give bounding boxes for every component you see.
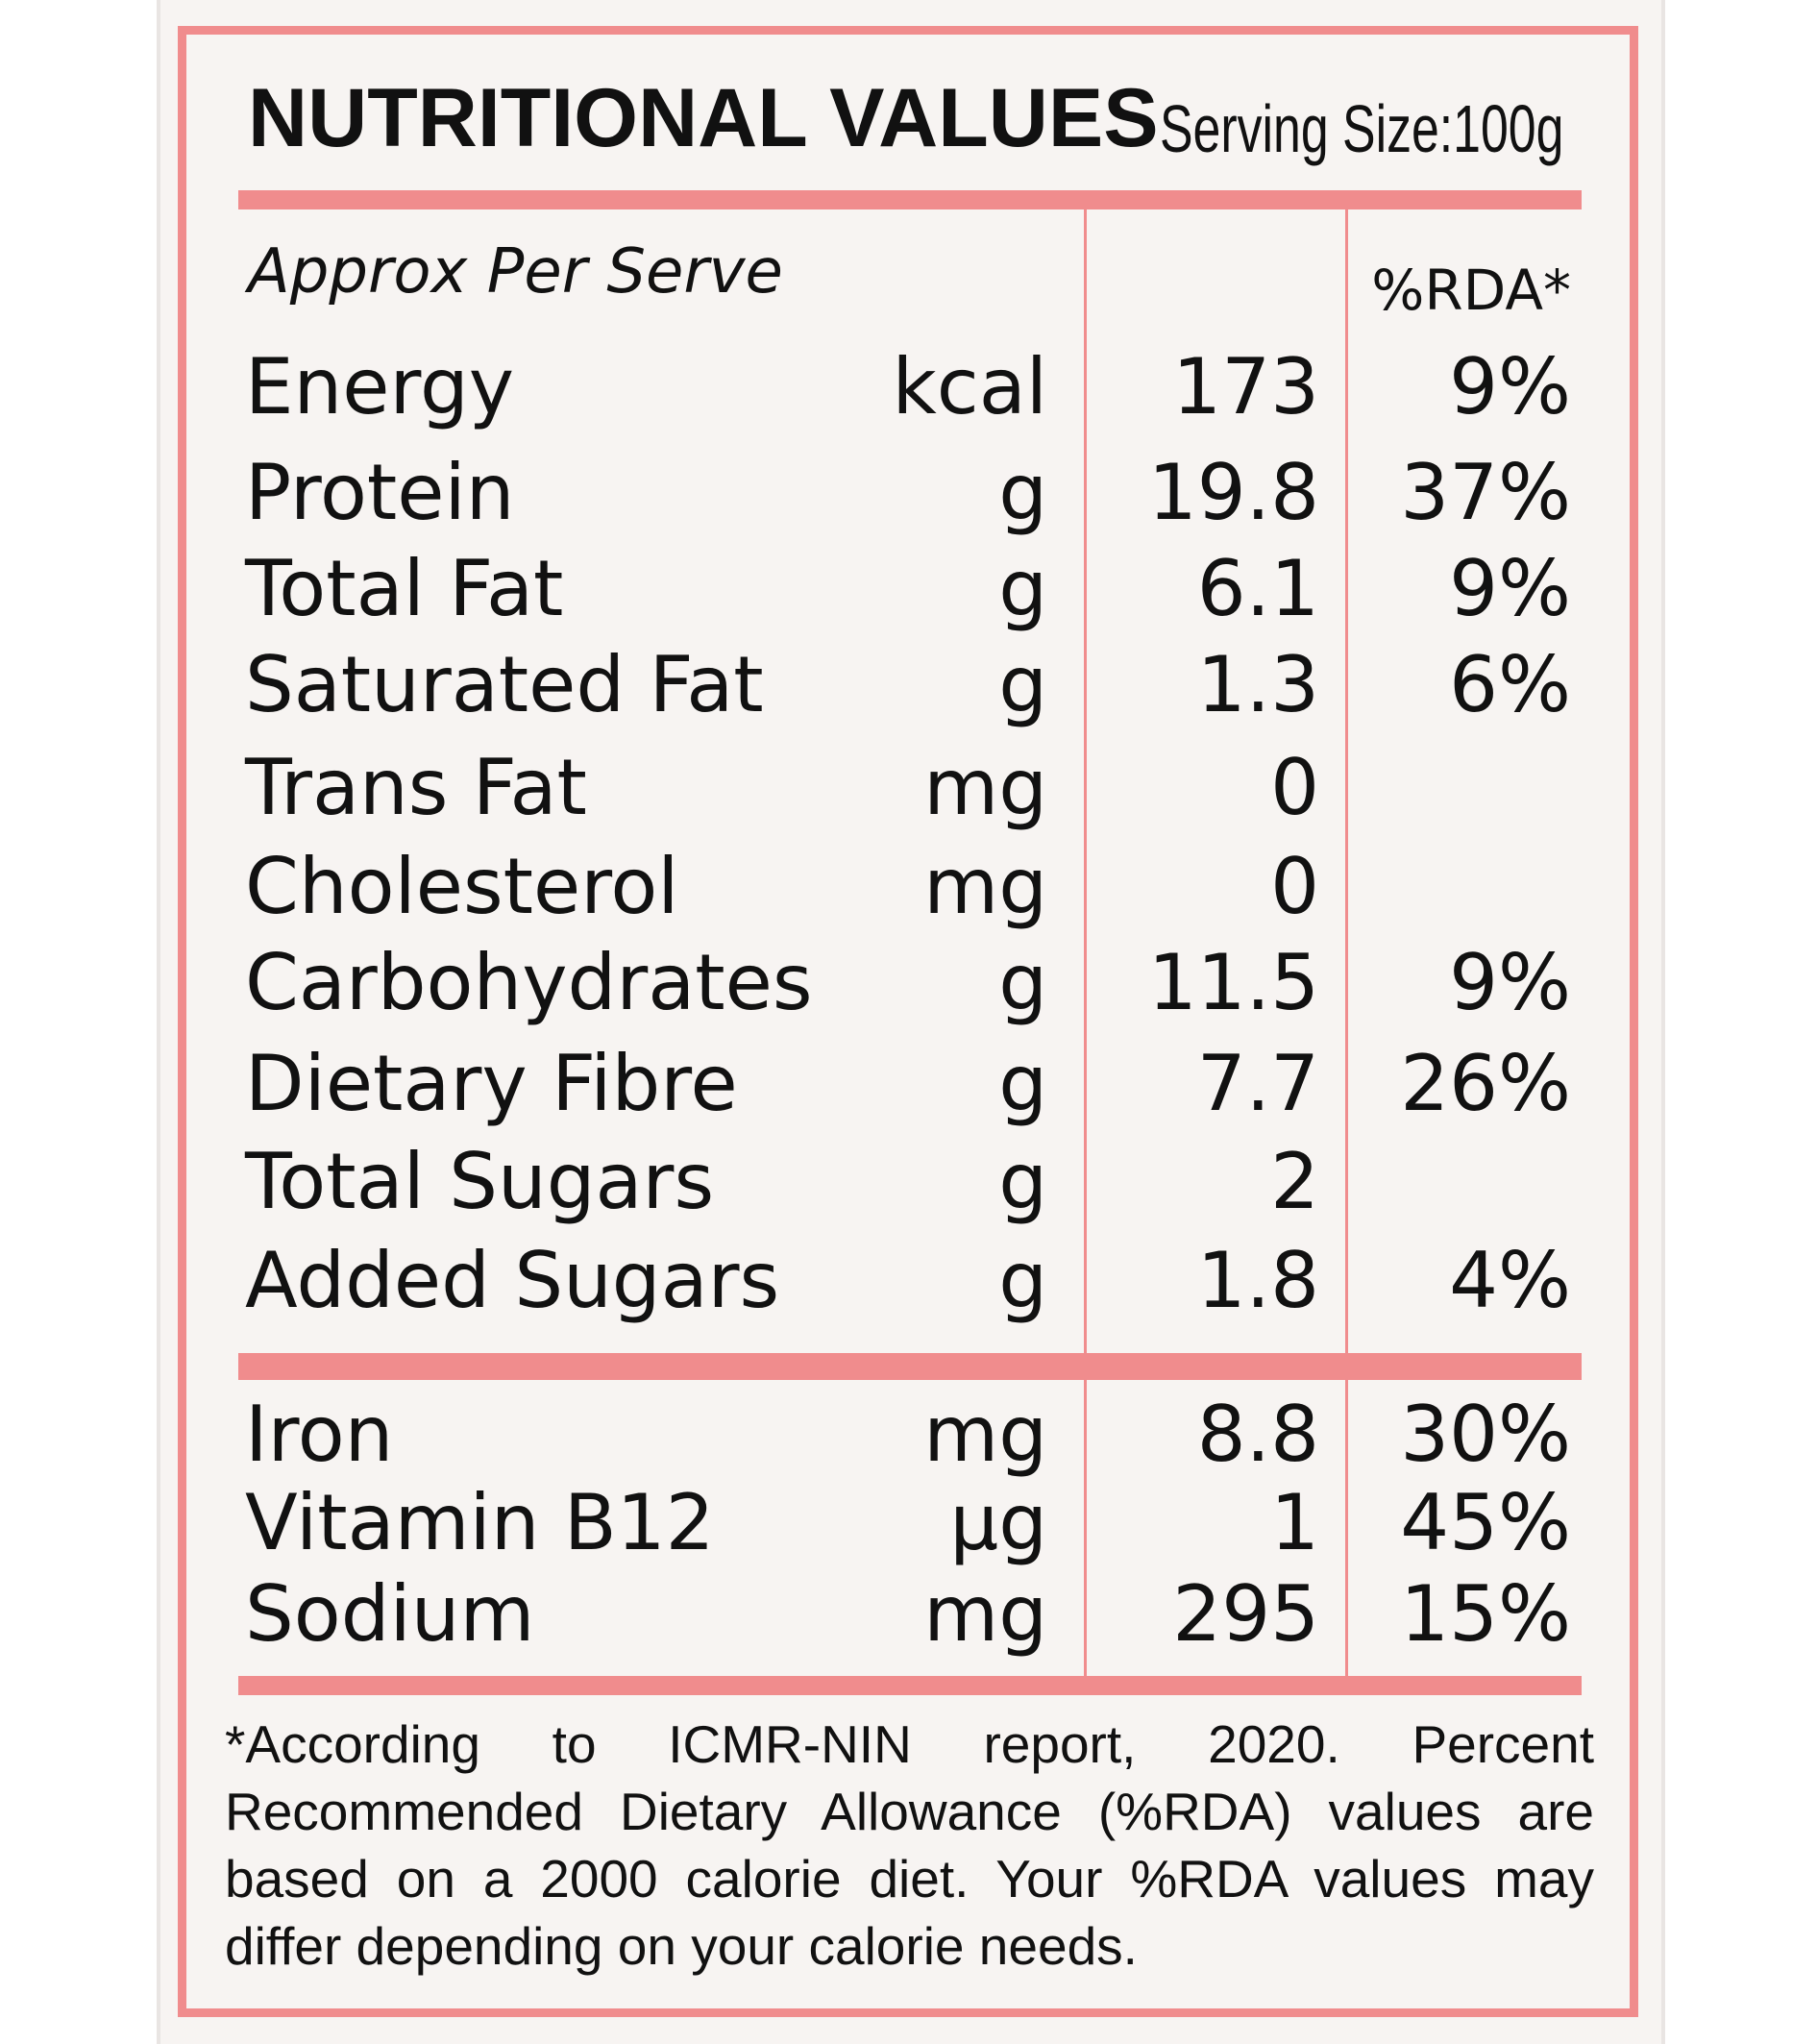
nutrient-unit: g	[998, 1236, 1047, 1325]
nutrient-value: 11.5	[1147, 938, 1319, 1027]
table-row: Protein g 19.8 37%	[0, 450, 1817, 536]
nutrient-name: Carbohydrates	[245, 938, 813, 1027]
nutrient-name: Vitamin B12	[245, 1478, 715, 1567]
nutrient-rda: 9%	[1449, 938, 1571, 1027]
column-divider-rda	[1345, 209, 1348, 1353]
label-title: NUTRITIONAL VALUES	[248, 72, 1159, 164]
nutrient-rda: 15%	[1400, 1569, 1571, 1659]
label-border	[178, 26, 1638, 2017]
nutrient-value: 8.8	[1196, 1390, 1319, 1479]
nutrient-rda: 9%	[1449, 342, 1571, 431]
nutrient-name: Dietary Fibre	[245, 1039, 738, 1128]
nutrient-name: Total Sugars	[245, 1137, 715, 1226]
nutrient-rda: 30%	[1400, 1390, 1571, 1479]
footnote: *According to ICMR-NIN report, 2020. Per…	[225, 1714, 1594, 1976]
divider-middle	[238, 1353, 1582, 1380]
column-divider-value-lower	[1084, 1380, 1087, 1676]
nutrient-unit: g	[998, 1137, 1047, 1226]
nutrient-unit: g	[998, 938, 1047, 1027]
nutrient-unit: µg	[949, 1478, 1047, 1567]
nutrition-label-card	[157, 0, 1665, 2044]
nutrient-rda: 6%	[1449, 640, 1571, 729]
nutrient-unit: kcal	[892, 342, 1047, 431]
table-row: Sodium mg 295 15%	[0, 1571, 1817, 1658]
nutrient-value: 2	[1270, 1137, 1319, 1226]
table-row: Cholesterol mg 0	[0, 844, 1817, 930]
nutrient-rda: 37%	[1400, 448, 1571, 537]
nutrient-value: 1	[1270, 1478, 1319, 1567]
divider-top	[238, 190, 1582, 209]
nutrient-name: Saturated Fat	[245, 640, 764, 729]
nutrient-rda: 45%	[1400, 1478, 1571, 1567]
table-row: Saturated Fat g 1.3 6%	[0, 642, 1817, 728]
nutrient-rda: 4%	[1449, 1236, 1571, 1325]
nutrient-value: 7.7	[1196, 1039, 1319, 1128]
nutrient-name: Energy	[245, 342, 515, 431]
nutrient-unit: g	[998, 1039, 1047, 1128]
nutrient-value: 173	[1172, 342, 1319, 431]
table-row: Dietary Fibre g 7.7 26%	[0, 1041, 1817, 1127]
nutrient-name: Trans Fat	[245, 743, 587, 832]
table-subheading: Approx Per Serve	[248, 236, 783, 308]
nutrient-name: Cholesterol	[245, 842, 679, 931]
nutrient-rda: 26%	[1400, 1039, 1571, 1128]
nutrient-unit: g	[998, 448, 1047, 537]
table-row: Added Sugars g 1.8 4%	[0, 1238, 1817, 1324]
nutrient-rda: 9%	[1449, 544, 1571, 633]
table-row: Vitamin B12 µg 1 45%	[0, 1480, 1817, 1566]
nutrient-value: 1.3	[1196, 640, 1319, 729]
serving-size: Serving Size:100g	[1160, 91, 1564, 166]
nutrient-name: Added Sugars	[245, 1236, 780, 1325]
nutrient-unit: g	[998, 544, 1047, 633]
nutrient-value: 1.8	[1196, 1236, 1319, 1325]
table-row: Iron mg 8.8 30%	[0, 1391, 1817, 1478]
nutrient-unit: mg	[923, 842, 1047, 931]
nutrient-name: Protein	[245, 448, 515, 537]
table-row: Total Fat g 6.1 9%	[0, 546, 1817, 632]
table-row: Energy kcal 173 9%	[0, 344, 1817, 431]
column-divider-value	[1084, 209, 1087, 1353]
nutrient-name: Total Fat	[245, 544, 564, 633]
table-row: Trans Fat mg 0	[0, 745, 1817, 831]
nutrient-unit: mg	[923, 743, 1047, 832]
nutrient-name: Iron	[245, 1390, 394, 1479]
nutrient-unit: mg	[923, 1390, 1047, 1479]
nutrient-value: 295	[1172, 1569, 1319, 1659]
nutrient-unit: g	[998, 640, 1047, 729]
nutrient-value: 19.8	[1147, 448, 1319, 537]
table-row: Total Sugars g 2	[0, 1139, 1817, 1225]
nutrient-value: 0	[1270, 842, 1319, 931]
column-divider-rda-lower	[1345, 1380, 1348, 1676]
nutrient-name: Sodium	[245, 1569, 535, 1659]
nutrient-unit: mg	[923, 1569, 1047, 1659]
nutrient-value: 0	[1270, 743, 1319, 832]
divider-bottom	[238, 1676, 1582, 1695]
table-row: Carbohydrates g 11.5 9%	[0, 940, 1817, 1026]
rda-column-header: %RDA*	[1371, 258, 1571, 323]
nutrient-value: 6.1	[1196, 544, 1319, 633]
